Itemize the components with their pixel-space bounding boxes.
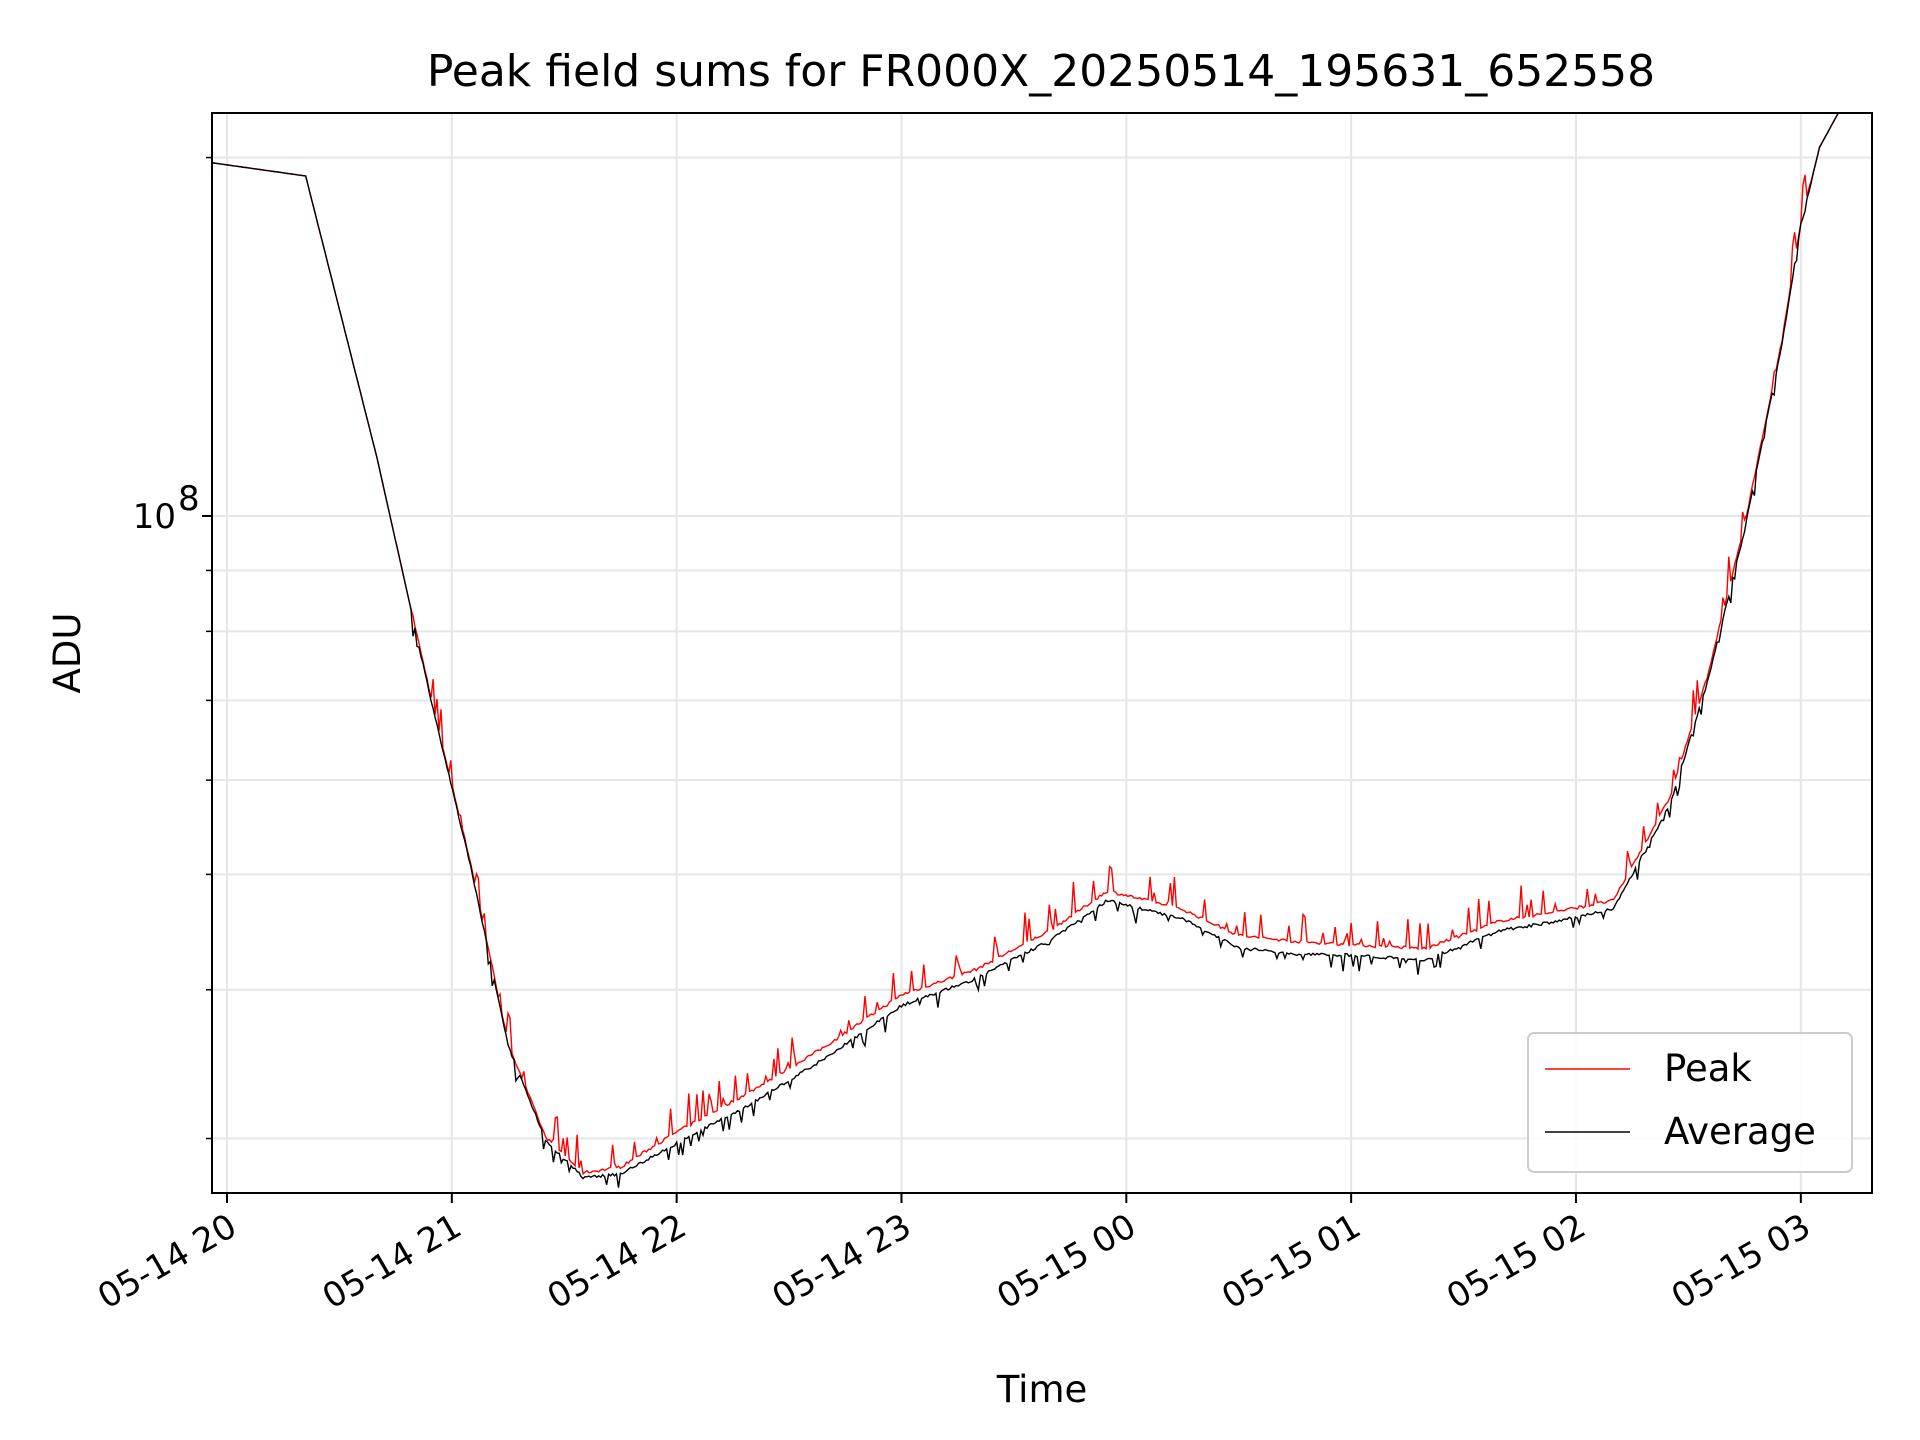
chart-title: Peak field sums for FR000X_20250514_1956… [427,46,1655,97]
x-axis-label: Time [996,1368,1088,1411]
legend-label-average: Average [1664,1110,1816,1153]
y-axis: 10 8 [133,156,212,1140]
series-line-average [212,113,1872,1188]
y-tick-label-base: 10 [133,497,176,537]
legend: Peak Average [1527,1032,1853,1173]
series-layer [212,113,1872,1188]
series-line-peak [212,113,1872,1176]
y-tick-label-exponent: 8 [178,479,200,519]
y-axis-label: ADU [46,613,89,694]
plot-frame [211,112,1873,1194]
legend-label-peak: Peak [1664,1047,1752,1090]
legend-box [1527,1032,1853,1173]
grid [212,113,1872,1193]
